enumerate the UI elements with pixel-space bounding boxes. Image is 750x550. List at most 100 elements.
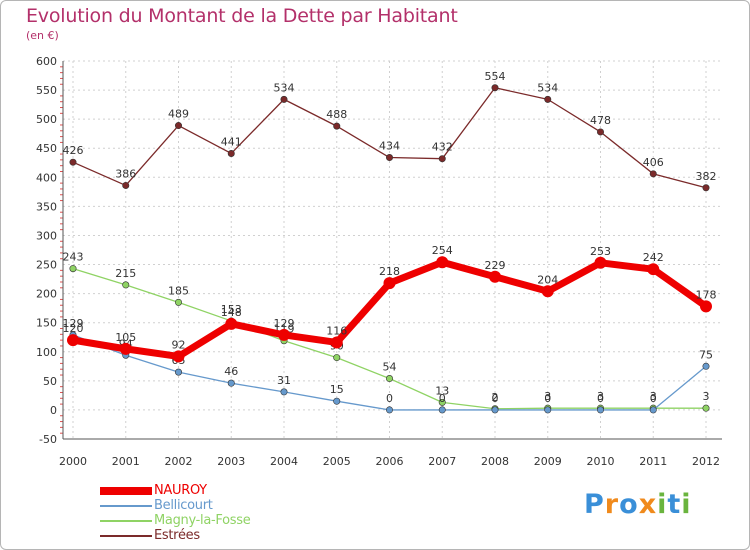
data-label-estr-es: 426 xyxy=(63,144,84,157)
x-tick-label: 2007 xyxy=(428,455,456,468)
x-tick-label: 2012 xyxy=(692,455,720,468)
x-tick-label: 2003 xyxy=(217,455,245,468)
data-label-bellicourt: 0 xyxy=(544,392,551,405)
data-label-nauroy: 254 xyxy=(432,244,453,257)
data-label-bellicourt: 75 xyxy=(699,348,713,361)
data-label-estr-es: 432 xyxy=(432,141,453,154)
data-point-magny-la-fosse xyxy=(702,404,710,412)
legend-swatch-estrees xyxy=(100,535,152,537)
data-point-nauroy xyxy=(225,317,238,330)
data-point-nauroy xyxy=(278,328,290,341)
data-label-magny-la-fosse: 3 xyxy=(597,390,604,403)
y-tick-label: 200 xyxy=(36,288,57,301)
data-label-magny-la-fosse: 54 xyxy=(383,361,397,374)
legend-swatch-magny-la-fosse xyxy=(100,520,152,522)
x-tick-label: 2011 xyxy=(639,455,667,468)
y-tick-label: 350 xyxy=(36,200,57,213)
data-label-nauroy: 105 xyxy=(115,331,136,344)
data-point-bellicourt xyxy=(649,406,657,414)
y-tick-label: 50 xyxy=(43,375,57,388)
data-point-bellicourt xyxy=(227,379,235,387)
data-label-nauroy: 178 xyxy=(696,288,717,301)
data-label-magny-la-fosse: 2 xyxy=(492,391,499,404)
data-label-estr-es: 534 xyxy=(537,81,558,94)
data-label-magny-la-fosse: 3 xyxy=(544,390,551,403)
data-label-magny-la-fosse: 243 xyxy=(63,251,84,264)
data-point-magny-la-fosse xyxy=(122,281,130,289)
x-tick-label: 2005 xyxy=(323,455,351,468)
data-point-estr-es xyxy=(227,149,235,157)
data-label-nauroy: 204 xyxy=(537,273,558,286)
data-label-estr-es: 386 xyxy=(115,167,136,180)
legend-label-nauroy: NAUROY xyxy=(154,483,207,498)
data-point-bellicourt xyxy=(438,406,446,414)
x-tick-label: 2010 xyxy=(587,455,615,468)
data-label-magny-la-fosse: 3 xyxy=(650,390,657,403)
data-label-nauroy: 229 xyxy=(485,259,506,272)
y-tick-label: 550 xyxy=(36,84,57,97)
data-point-nauroy xyxy=(383,277,396,290)
data-point-estr-es xyxy=(649,170,657,178)
data-point-magny-la-fosse xyxy=(69,265,77,273)
data-label-magny-la-fosse: 13 xyxy=(435,384,449,397)
data-point-nauroy xyxy=(647,263,660,276)
data-point-estr-es xyxy=(122,181,130,189)
data-label-estr-es: 434 xyxy=(379,140,400,153)
data-point-nauroy xyxy=(172,350,185,363)
legend-label-bellicourt: Bellicourt xyxy=(154,498,213,513)
data-point-nauroy xyxy=(594,256,607,269)
y-tick-label: -50 xyxy=(39,433,57,446)
logo-letter: r xyxy=(604,489,620,520)
chart-subtitle: (en €) xyxy=(26,29,59,42)
data-label-estr-es: 478 xyxy=(590,114,611,127)
legend-label-magny-la-fosse: Magny-la-Fosse xyxy=(154,513,251,528)
data-point-bellicourt xyxy=(333,397,341,405)
data-point-bellicourt xyxy=(596,406,604,414)
data-point-estr-es xyxy=(175,122,183,130)
data-point-nauroy xyxy=(436,256,449,269)
data-point-magny-la-fosse xyxy=(333,354,341,362)
logo-letter: o xyxy=(619,489,639,520)
data-label-nauroy: 253 xyxy=(590,245,611,258)
data-label-magny-la-fosse: 185 xyxy=(168,284,189,297)
data-point-bellicourt xyxy=(280,388,288,396)
data-point-nauroy xyxy=(541,285,554,298)
legend-swatch-bellicourt xyxy=(100,505,152,507)
y-tick-label: 300 xyxy=(36,229,57,242)
data-label-bellicourt: 0 xyxy=(650,392,657,405)
data-label-bellicourt: 0 xyxy=(386,392,393,405)
data-label-nauroy: 242 xyxy=(643,251,664,264)
plot-area xyxy=(63,61,722,439)
data-label-estr-es: 489 xyxy=(168,108,189,121)
data-point-nauroy xyxy=(119,342,132,355)
data-point-estr-es xyxy=(69,158,77,166)
data-label-nauroy: 116 xyxy=(326,324,347,337)
data-label-nauroy: 120 xyxy=(63,322,84,335)
data-label-bellicourt: 15 xyxy=(330,383,344,396)
data-point-magny-la-fosse xyxy=(385,375,393,383)
data-label-bellicourt: 0 xyxy=(439,392,446,405)
x-tick-label: 2004 xyxy=(270,455,298,468)
data-label-estr-es: 554 xyxy=(485,70,506,83)
y-tick-label: 150 xyxy=(36,317,57,330)
y-tick-label: 0 xyxy=(50,404,57,417)
legend-swatch-nauroy xyxy=(100,487,152,495)
data-label-estr-es: 441 xyxy=(221,135,242,148)
proxiti-logo: Proxiti xyxy=(584,489,692,520)
data-label-nauroy: 129 xyxy=(274,317,295,330)
data-point-estr-es xyxy=(333,122,341,130)
data-point-bellicourt xyxy=(385,406,393,414)
data-label-estr-es: 488 xyxy=(326,108,347,121)
data-point-estr-es xyxy=(438,155,446,163)
data-point-bellicourt xyxy=(702,362,710,370)
data-label-estr-es: 382 xyxy=(696,170,717,183)
data-point-nauroy xyxy=(67,334,79,347)
data-label-nauroy: 92 xyxy=(172,338,186,351)
y-tick-label: 250 xyxy=(36,259,57,272)
data-label-bellicourt: 0 xyxy=(597,392,604,405)
data-label-nauroy: 218 xyxy=(379,265,400,278)
x-tick-label: 2000 xyxy=(59,455,87,468)
data-label-estr-es: 406 xyxy=(643,156,664,169)
data-label-bellicourt: 31 xyxy=(277,374,291,387)
y-tick-label: 600 xyxy=(36,55,57,68)
